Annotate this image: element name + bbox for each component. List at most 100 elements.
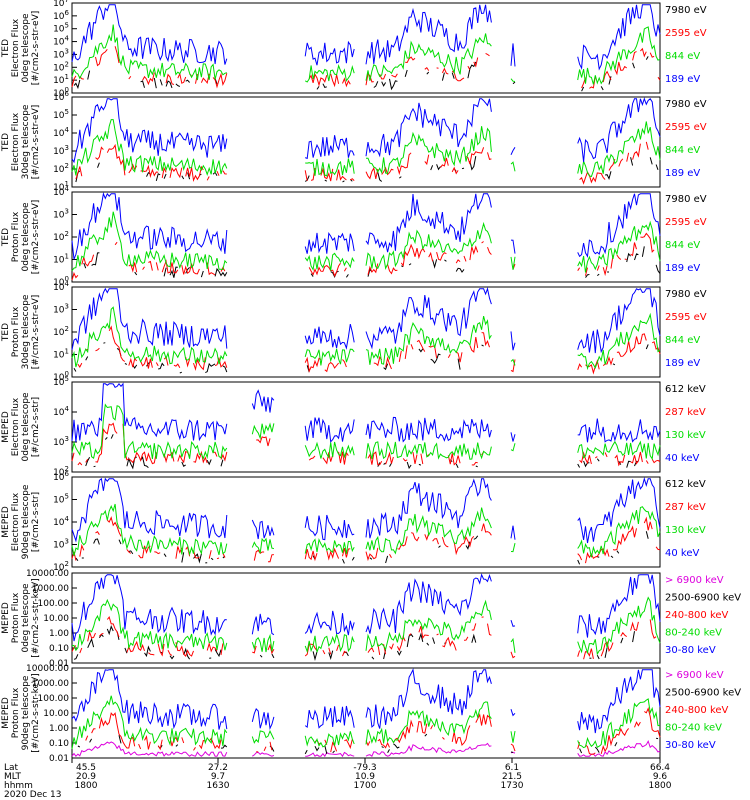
legend-entry: 2595 eV xyxy=(665,217,707,228)
mlt-tick-label: 20.9 xyxy=(76,772,96,782)
y-tick-label: 104 xyxy=(53,35,69,48)
y-tick-label: 10000.00 xyxy=(26,569,69,579)
panel-2: 101 102 103 104 105 106 TEDElectron Flux30deg … xyxy=(1,90,707,193)
y-tick-label: 103 xyxy=(53,208,69,221)
hhmm-tick-label: 1700 xyxy=(354,781,377,791)
y-axis-label: MEPEDElectron Flux0deg telescope[#/cm2-s… xyxy=(1,392,41,462)
y-axis-label: TEDProton Flux30deg telescope[#/cm2-s-st… xyxy=(1,294,41,369)
x-row-label: 2020 Dec 13 xyxy=(4,790,62,800)
y-tick-label: 0.01 xyxy=(49,659,69,669)
y-tick-label: 103 xyxy=(53,144,69,157)
series-red-line xyxy=(71,516,661,564)
series-blue-line xyxy=(71,476,661,544)
series-red-line xyxy=(71,46,661,89)
legend-entry: 287 keV xyxy=(665,407,706,418)
panel-frame xyxy=(71,96,661,188)
series-red-line xyxy=(76,142,656,183)
series-blue-line xyxy=(71,286,661,354)
y-tick-label: 101 xyxy=(53,253,69,266)
y-tick-label: 10.00 xyxy=(43,709,69,719)
y-axis-label: MEPEDProton Flux90deg telescope[#/cm2-s-… xyxy=(1,673,41,752)
y-tick-label: 104 xyxy=(53,280,69,293)
panel-3: 100 101 102 103 104 TEDProton Flux0deg telesc… xyxy=(1,185,707,288)
x-row-label: hhmm xyxy=(4,781,33,791)
legend-entry: 40 keV xyxy=(665,548,699,559)
y-tick-label: 1000.00 xyxy=(32,679,69,689)
mlt-tick-label: 21.5 xyxy=(502,772,522,782)
y-tick-label: 104 xyxy=(53,185,69,198)
y-axis-label: TEDElectron Flux0deg telescope[#/cm2-s-s… xyxy=(1,11,41,86)
legend-entry: 844 eV xyxy=(665,335,700,346)
panel-frame xyxy=(71,381,661,473)
y-tick-label: 106 xyxy=(53,470,69,483)
series-green-line xyxy=(71,119,661,178)
y-tick-label: 105 xyxy=(53,493,69,506)
legend-entry: 189 eV xyxy=(665,74,700,85)
legend-entry: 189 eV xyxy=(665,263,700,274)
legend-entry: 7980 eV xyxy=(665,99,707,110)
y-tick-label: 101 xyxy=(53,180,69,193)
legend-entry: 2595 eV xyxy=(665,28,707,39)
legend-entry: 240-800 keV xyxy=(665,705,729,716)
y-tick-label: 100 xyxy=(53,275,69,288)
y-tick-label: 102 xyxy=(53,560,69,573)
legend-entry: 844 eV xyxy=(665,51,700,62)
series-green-line xyxy=(71,503,661,558)
y-axis-label: MEPEDElectron Flux90deg telescope[#/cm2-… xyxy=(1,484,41,559)
y-tick-label: 107 xyxy=(53,0,69,9)
legend-entry: 130 keV xyxy=(665,430,706,441)
series-green-line xyxy=(71,695,661,750)
y-tick-label: 100 xyxy=(53,86,69,99)
series-blue-line xyxy=(71,573,661,642)
y-tick-label: 102 xyxy=(53,465,69,478)
y-tick-label: 102 xyxy=(53,230,69,243)
y-tick-label: 103 xyxy=(53,303,69,316)
legend-entry: 612 keV xyxy=(665,384,706,395)
series-black-line xyxy=(77,733,659,755)
series-black-line xyxy=(75,156,659,183)
legend-entry: 80-240 keV xyxy=(665,628,722,639)
legend-entry: 2595 eV xyxy=(665,122,707,133)
legend-entry: > 6900 keV xyxy=(665,575,724,586)
panel-frame xyxy=(71,667,661,759)
panel-6: 102 103 104 105 106 MEPEDElectron Flux90deg t… xyxy=(1,470,706,573)
y-axis-label: MEPEDProton Flux0deg telescope[#/cm2-s-s… xyxy=(1,578,41,657)
series-green-line xyxy=(71,211,661,273)
mlt-tick-label: 9.6 xyxy=(653,772,668,782)
series-blue-line xyxy=(71,4,661,71)
legend-entry: 30-80 keV xyxy=(665,740,716,751)
x-row-label: Lat xyxy=(4,763,19,773)
series-blue-line xyxy=(71,668,661,734)
legend-entry: 240-800 keV xyxy=(665,610,729,621)
lat-tick-label: 27.2 xyxy=(208,763,228,773)
legend-entry: 7980 eV xyxy=(665,289,707,300)
y-tick-label: 10000.00 xyxy=(26,664,69,674)
legend-entry: 189 eV xyxy=(665,358,700,369)
y-tick-label: 105 xyxy=(53,22,69,35)
series-green-line xyxy=(71,596,661,656)
legend-entry: 844 eV xyxy=(665,240,700,251)
panel-4: 100 101 102 103 104 TEDProton Flux30deg teles… xyxy=(1,280,707,383)
y-tick-label: 102 xyxy=(53,162,69,175)
y-axis-label: TEDElectron Flux30deg telescope[#/cm2-s-… xyxy=(1,104,41,179)
legend-entry: > 6900 keV xyxy=(665,670,724,681)
series-green-line xyxy=(71,306,661,371)
y-tick-label: 105 xyxy=(53,108,69,121)
legend-entry: 189 eV xyxy=(665,168,700,179)
series-blue-line xyxy=(71,382,661,443)
legend-entry: 2595 eV xyxy=(665,312,707,323)
y-tick-label: 106 xyxy=(53,90,69,103)
y-axis-label: TEDProton Flux0deg telescope[#/cm2-s-str… xyxy=(1,200,41,275)
legend-entry: 612 keV xyxy=(665,479,706,490)
legend-entry: 2500-6900 keV xyxy=(665,688,741,699)
panel-frame xyxy=(71,191,661,283)
panel-frame xyxy=(71,2,661,94)
y-tick-label: 101 xyxy=(53,348,69,361)
series-red-line xyxy=(71,422,661,467)
y-tick-label: 1.00 xyxy=(49,629,69,639)
series-blue-line xyxy=(71,192,661,260)
lat-tick-label: 45.5 xyxy=(76,763,96,773)
legend-entry: 30-80 keV xyxy=(665,645,716,656)
legend-entry: 844 eV xyxy=(665,145,700,156)
